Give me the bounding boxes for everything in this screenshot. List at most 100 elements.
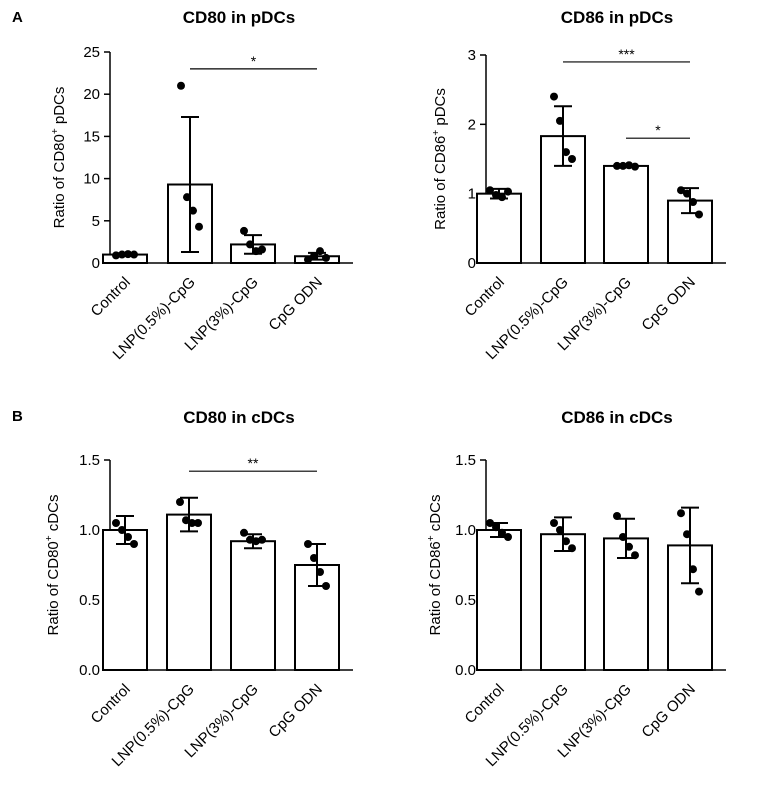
chart-title: CD86 in pDCs: [561, 8, 673, 27]
data-point: [625, 161, 633, 170]
data-point: [322, 253, 330, 262]
y-axis-label: Ratio of CD86+ cDCs: [426, 495, 444, 636]
x-tick-label: Control: [88, 681, 134, 727]
data-point: [194, 519, 202, 527]
y-axis-label-sup: +: [431, 130, 442, 136]
y-tick-label: 0.5: [79, 592, 100, 609]
y-tick-label: 1: [468, 186, 476, 203]
y-tick-label: 0: [92, 255, 100, 272]
data-point: [176, 498, 184, 506]
data-point: [556, 526, 564, 534]
y-tick-label: 15: [83, 128, 100, 145]
y-tick-label: 25: [83, 44, 100, 61]
data-point: [695, 587, 703, 596]
data-point: [322, 582, 330, 590]
x-tick-label: Control: [88, 274, 134, 320]
y-tick-label: 0.5: [455, 592, 476, 609]
data-point: [252, 537, 260, 546]
data-point: [504, 187, 512, 196]
data-point: [124, 533, 132, 541]
y-tick-label: 0.0: [455, 662, 476, 679]
y-axis-label-sup: +: [44, 535, 55, 541]
data-point: [631, 162, 639, 171]
x-tick-label: CpG ODN: [265, 681, 325, 741]
data-point: [183, 193, 191, 202]
significance-label: **: [248, 455, 259, 471]
bar: [540, 533, 586, 672]
y-axis-label-tail: pDCs: [432, 88, 449, 130]
data-point: [562, 537, 570, 546]
data-point: [246, 240, 254, 249]
data-point: [695, 210, 703, 219]
data-point: [504, 533, 512, 541]
y-tick-label: 0.0: [79, 662, 100, 679]
y-axis-label-main: Ratio of CD86: [427, 541, 444, 635]
data-point: [492, 523, 500, 532]
data-point: [316, 568, 324, 576]
chart-title: CD86 in cDCs: [561, 408, 672, 427]
y-tick-label: 3: [468, 47, 476, 64]
y-axis-label-sup: +: [426, 535, 437, 541]
x-tick-label: CpG ODN: [265, 274, 325, 334]
data-point: [619, 161, 627, 170]
data-point: [246, 535, 254, 544]
y-tick-label: 5: [92, 213, 100, 230]
data-point: [689, 565, 697, 574]
data-point: [625, 542, 633, 551]
y-tick-label: 1.5: [455, 452, 476, 469]
data-point: [130, 540, 138, 548]
y-tick-label: 2: [468, 116, 476, 133]
data-point: [112, 519, 120, 527]
significance-label: ***: [618, 46, 635, 62]
significance-label: *: [251, 53, 257, 69]
bar: [476, 529, 522, 671]
data-point: [310, 252, 318, 261]
data-point: [556, 116, 564, 125]
data-point: [130, 250, 138, 259]
y-tick-label: 20: [83, 86, 100, 103]
bar: [476, 192, 522, 265]
bar: [603, 164, 649, 264]
data-point: [124, 250, 132, 259]
x-tick-label: CpG ODN: [638, 274, 698, 334]
data-point: [677, 509, 685, 518]
y-tick-label: 1.0: [79, 522, 100, 539]
y-tick-label: 1.0: [455, 522, 476, 539]
data-point: [316, 247, 324, 256]
chart-2: B CD80 in cDCs 0.0 0.5 1.0 1.5 Ratio of CD80+ …: [12, 408, 353, 770]
data-point: [240, 226, 248, 235]
x-tick-label: Control: [462, 274, 508, 320]
x-tick-label: CpG ODN: [638, 681, 698, 741]
data-point: [689, 197, 697, 206]
data-point: [258, 535, 266, 544]
data-point: [195, 222, 203, 231]
data-point: [683, 530, 691, 539]
data-point: [568, 155, 576, 163]
y-tick-label: 1.5: [79, 452, 100, 469]
data-point: [486, 186, 494, 195]
chart-3: CD86 in cDCs 0.0 0.5 1.0 1.5 Ratio of CD86+ c…: [426, 408, 726, 770]
data-point: [112, 251, 120, 260]
data-point: [189, 206, 197, 215]
data-point: [613, 512, 621, 520]
data-point: [310, 554, 318, 562]
data-point: [304, 255, 312, 264]
significance-label: *: [655, 122, 661, 138]
data-point: [568, 544, 576, 553]
data-point: [240, 528, 248, 537]
y-axis-label-main: Ratio of CD80: [45, 541, 62, 635]
chart-0: A CD80 in pDCs 0 5 10 15 20 25 Ratio of CD80+ pD…: [12, 8, 353, 363]
chart-title: CD80 in cDCs: [183, 408, 294, 427]
data-point: [188, 519, 196, 527]
bar: [102, 529, 148, 671]
data-point: [118, 250, 126, 259]
bar: [230, 540, 276, 672]
data-point: [252, 247, 260, 256]
y-axis-label-tail: cDCs: [427, 495, 444, 536]
y-axis-label-main: Ratio of CD86: [432, 136, 449, 230]
data-point: [613, 161, 621, 170]
data-point: [498, 528, 506, 537]
data-point: [177, 81, 185, 90]
y-axis-label-main: Ratio of CD80: [51, 134, 68, 228]
